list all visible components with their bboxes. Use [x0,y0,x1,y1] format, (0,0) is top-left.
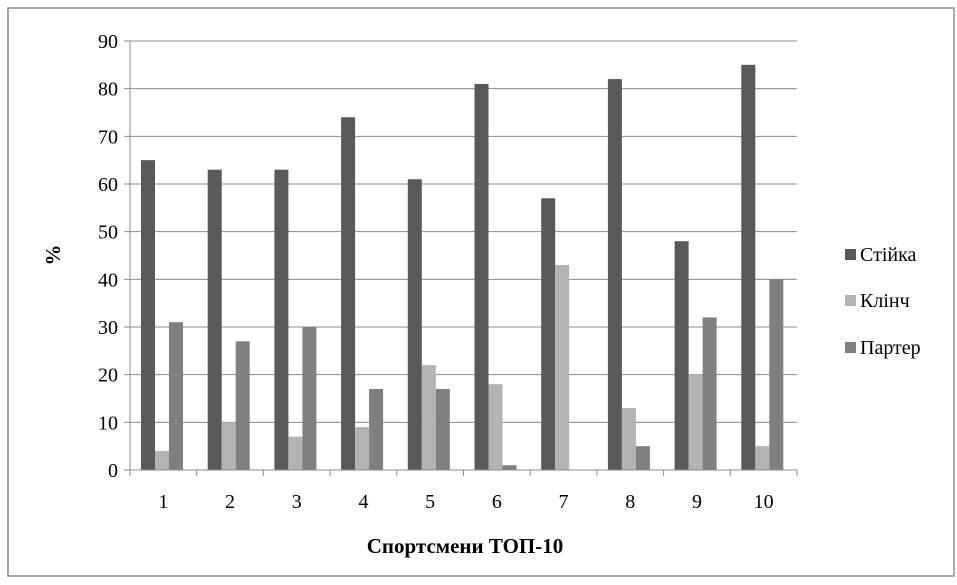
bar-2-6 [488,384,503,470]
bar-1-3 [274,169,289,470]
y-tick-label: 50 [98,222,118,244]
bar-1-7 [541,198,556,471]
bar-3-3 [302,327,317,470]
bar-2-1 [155,450,169,470]
bar-2-5 [421,365,436,470]
bar-1-8 [607,79,622,470]
legend-label: Партер [860,337,921,359]
y-tick-label: 0 [108,460,118,482]
bar-2-4 [355,427,370,470]
axes [129,41,798,476]
bar-1-6 [474,83,489,471]
legend-label: Клінч [860,290,910,312]
y-tick-label: 30 [98,317,118,339]
x-tick-label: 6 [492,491,502,513]
bar-1-10 [741,64,756,470]
x-tick-label: 4 [358,491,368,513]
bar-2-9 [688,374,703,470]
x-tick-label: 5 [425,491,435,513]
x-tick-label: 10 [754,491,774,513]
y-tick-labels: 0 10 20 30 40 50 60 70 80 90 [98,31,118,482]
y-tick-label: 70 [98,126,118,148]
bar-3-5 [435,388,450,470]
bar-3-9 [702,317,717,470]
y-tick-label: 90 [98,31,118,53]
bar-1-9 [674,241,689,470]
bar-1-4 [341,117,356,471]
bar-1-2 [207,169,222,470]
bar-2-8 [621,408,636,470]
bar-3-2 [235,341,250,470]
x-tick-label: 2 [225,491,235,513]
y-axis-title: % [41,245,65,266]
bar-2-7 [555,265,570,470]
x-tick-label: 7 [559,491,569,513]
x-tick-label: 9 [692,491,702,513]
bars [141,64,784,471]
bar-3-1 [169,322,183,470]
bar-3-8 [635,446,650,470]
legend-swatch [845,295,856,306]
bar-3-6 [502,465,517,470]
legend-label: Стійка [860,244,916,266]
x-tick-label: 3 [292,491,302,513]
bar-3-10 [769,279,784,470]
x-tick-label: 1 [158,491,168,513]
bar-2-10 [755,446,770,470]
y-tick-label: 80 [98,79,118,101]
bar-1-5 [407,179,422,470]
y-tick-label: 40 [98,269,118,291]
y-tick-label: 20 [98,365,118,387]
legend-swatch [845,249,856,260]
y-tick-label: 10 [98,412,118,434]
bar-1-1 [141,160,155,470]
legend-swatch [845,342,856,353]
x-tick-labels: 1 2 3 4 5 6 7 8 9 10 [158,491,773,513]
x-axis-title: Спортсмени ТОП-10 [367,534,564,558]
legend: Стійка Клінч Партер [845,244,921,359]
bar-3-4 [369,388,384,470]
y-tick-label: 60 [98,174,118,196]
bar-2-2 [221,422,236,470]
bar-2-3 [288,436,303,470]
x-tick-label: 8 [625,491,635,513]
